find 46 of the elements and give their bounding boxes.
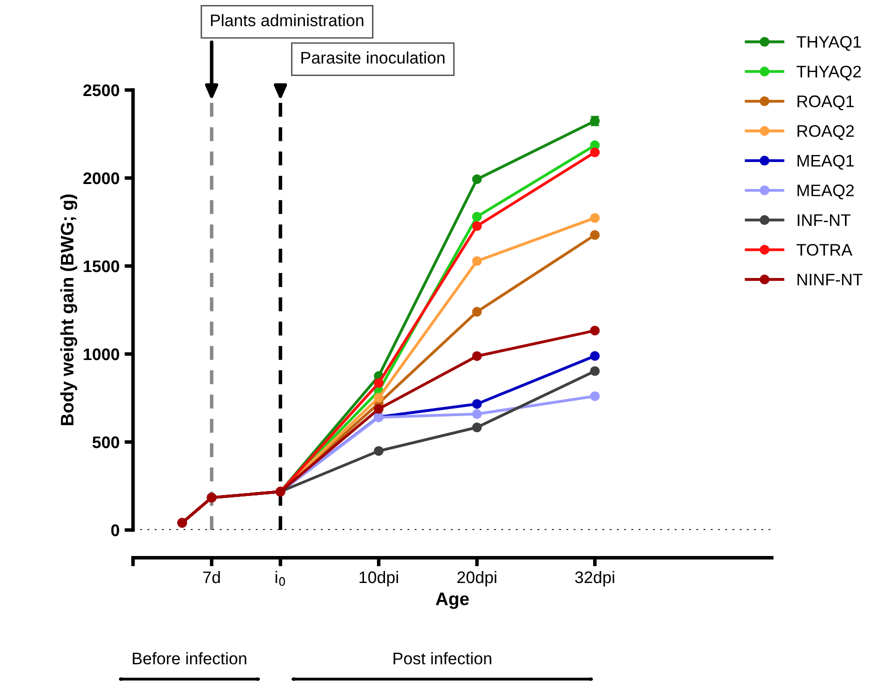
point <box>472 351 482 361</box>
point <box>590 147 600 158</box>
y-tick-label: 500 <box>92 436 120 448</box>
point <box>472 174 482 184</box>
point <box>472 399 482 409</box>
y-axis-title: Body weight gain (BWG; g) <box>60 194 78 426</box>
point <box>374 446 384 456</box>
legend-label: ROAQ1 <box>798 95 854 110</box>
y-tick-label: 1000 <box>84 348 120 360</box>
ref-line-label: Plants administration <box>211 14 364 26</box>
point <box>374 404 384 414</box>
point <box>472 422 482 432</box>
point <box>590 391 600 402</box>
point <box>590 230 600 240</box>
x-tick-label: 10dpi <box>360 570 398 587</box>
point <box>472 306 482 317</box>
x-tick-label: 20dpi <box>457 570 496 587</box>
point <box>472 221 482 231</box>
legend-label: MEAQ1 <box>798 154 854 170</box>
ref-line-label: Parasite inoculation <box>301 51 444 64</box>
point <box>590 326 600 336</box>
point <box>590 351 600 361</box>
legend-label: THYAQ1 <box>796 36 861 51</box>
x-axis-title: Age <box>436 592 469 609</box>
y-tick-label: 2000 <box>83 172 120 184</box>
point <box>590 213 600 223</box>
point <box>374 378 384 388</box>
text: Post infection <box>394 652 492 664</box>
x-tick-label: 7d <box>203 570 220 584</box>
point <box>590 366 600 376</box>
y-tick-label: 1500 <box>84 260 120 272</box>
x-tick-label: 32dpi <box>575 570 614 587</box>
point <box>374 392 384 403</box>
y-tick-label: 2500 <box>83 84 120 96</box>
point <box>472 409 482 419</box>
text: Before infection <box>132 652 246 664</box>
y-tick-label: 0 <box>111 524 120 536</box>
point <box>472 212 482 222</box>
legend-label: NINF-NT <box>798 274 862 286</box>
legend-label: INF-NT <box>798 214 850 226</box>
legend-label: ROAQ2 <box>798 125 854 140</box>
point <box>472 256 482 266</box>
legend-label: THYAQ2 <box>796 66 861 81</box>
legend-label: MEAQ2 <box>798 184 854 200</box>
x-tick-label: i$_{0}$ <box>276 570 286 586</box>
legend-label: TOTRA <box>796 244 852 256</box>
